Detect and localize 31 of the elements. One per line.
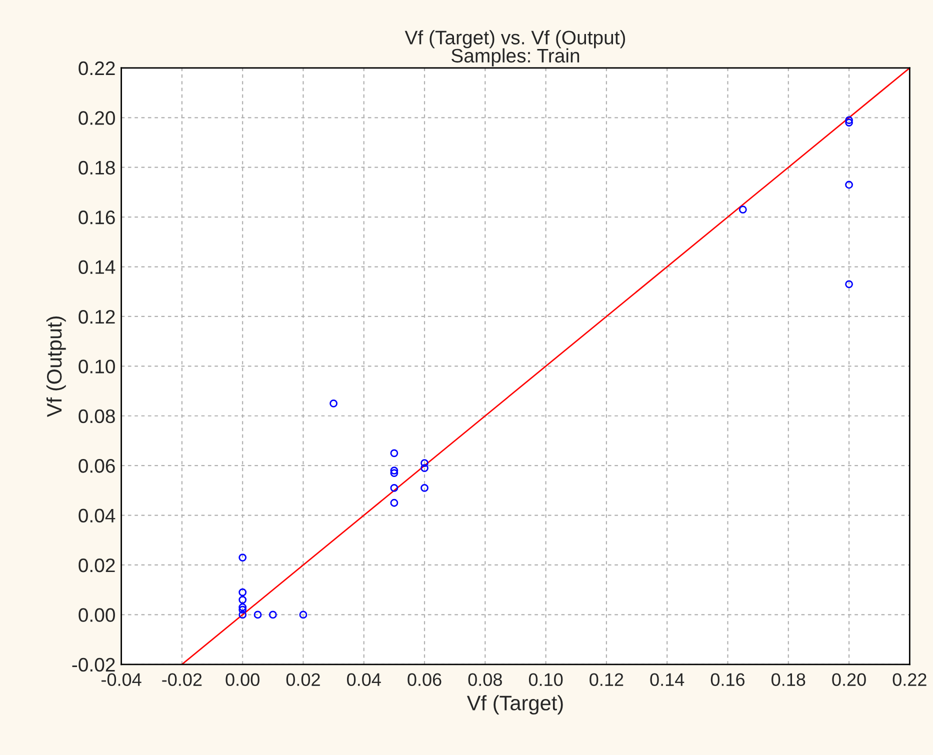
x-tick-label: 0.00 [226,673,260,686]
x-tick-label: 0.16 [710,673,745,686]
y-tick-label: 0.04 [78,508,116,523]
x-tick-label: 0.08 [468,673,502,686]
chart-subtitle: Samples: Train [452,48,580,66]
x-tick-label: 0.18 [772,673,806,686]
x-tick-label: 0.10 [528,673,563,686]
y-tick-label: 0.02 [78,558,115,572]
y-tick-label: 0.00 [78,608,115,622]
y-tick-label: 0.14 [78,260,116,274]
x-tick-label: 0.02 [286,673,320,686]
y-tick-label: 0.06 [78,459,115,473]
y-tick-label: 0.16 [78,210,115,224]
x-tick-label: 0.12 [590,673,624,686]
y-tick-label: 0.22 [78,61,115,76]
y-axis-title: Vf (Output) [46,316,66,418]
x-tick-label: 0.22 [892,673,926,686]
chart-title: Vf (Target) vs. Vf (Output) [404,30,626,48]
x-tick-label: 0.14 [650,673,684,686]
x-tick-label: -0.02 [162,673,202,686]
y-tick-label: 0.20 [78,111,115,125]
x-axis-title: Vf (Target) [466,695,563,715]
x-tick-label: -0.04 [102,673,142,686]
x-tick-label: 0.20 [832,673,866,686]
y-tick-label: 0.10 [78,360,115,374]
y-tick-label: 0.18 [78,160,115,175]
x-tick-label: 0.04 [347,673,381,686]
y-tick-label: 0.12 [78,310,115,324]
y-tick-label: 0.08 [78,409,115,424]
x-tick-label: 0.06 [408,673,442,686]
y-tick-label: -0.02 [72,658,115,672]
